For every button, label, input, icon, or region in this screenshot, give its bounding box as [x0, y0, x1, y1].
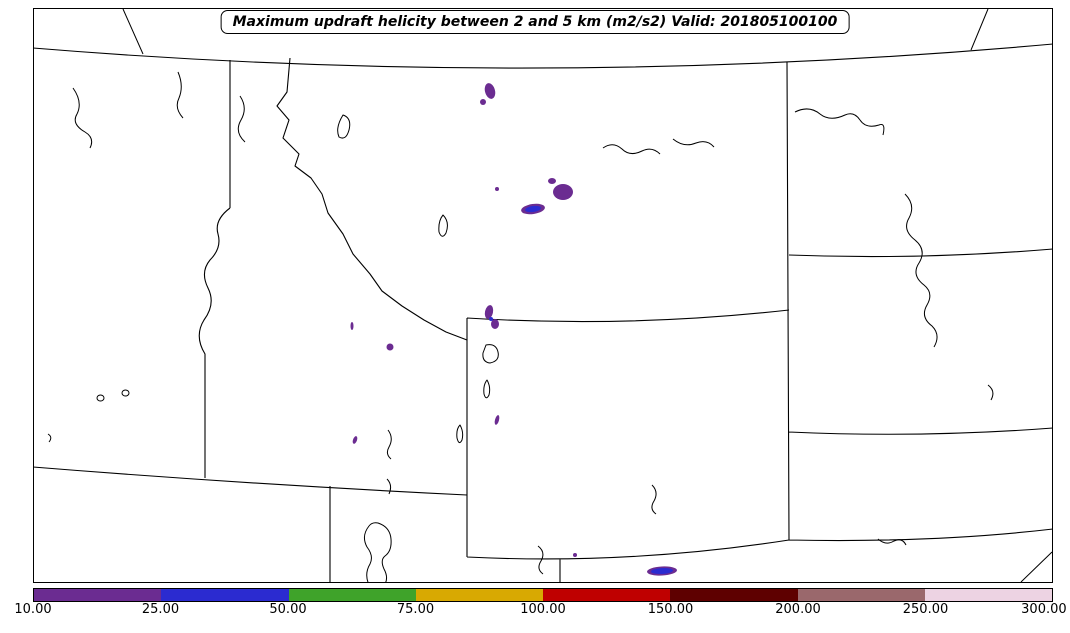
- helicity-blob: [484, 305, 494, 319]
- colorbar-segment: [924, 589, 1052, 601]
- colorbar-segment: [288, 589, 416, 601]
- helicity-blob: [548, 178, 556, 184]
- helicity-blob: [484, 83, 496, 99]
- colorbar-tick-label: 100.00: [520, 602, 566, 617]
- rivers-lakes: [47, 71, 994, 583]
- colorbar-segment: [34, 589, 162, 601]
- colorbar-segment: [415, 589, 543, 601]
- helicity-blob: [494, 415, 500, 425]
- colorbar-tick-label: 75.00: [396, 602, 435, 617]
- colorbar-tick-label: 50.00: [269, 602, 307, 617]
- colorbar-tick-label: 200.00: [775, 602, 821, 617]
- colorbar-segment: [543, 589, 671, 601]
- colorbar-segment: [797, 589, 925, 601]
- domain-boundary-corners: [122, 8, 1053, 583]
- state-borders: [33, 57, 1053, 583]
- map-frame: [33, 8, 1053, 583]
- helicity-blob: [480, 99, 486, 105]
- colorbar-tick-label: 300.00: [1021, 602, 1067, 617]
- helicity-blob: [651, 567, 673, 575]
- helicity-blob: [491, 319, 499, 329]
- colorbar-segment: [670, 589, 798, 601]
- colorbar-tick-label: 10.00: [14, 602, 52, 617]
- colorbar-tick-label: 250.00: [902, 602, 949, 617]
- plot-title: Maximum updraft helicity between 2 and 5…: [232, 14, 838, 30]
- helicity-blob: [525, 205, 541, 213]
- colorbar-tick-label: 150.00: [647, 602, 694, 617]
- colorbar: [33, 588, 1053, 602]
- helicity-blob: [352, 436, 358, 444]
- helicity-blob: [495, 187, 499, 191]
- helicity-blob: [489, 317, 493, 321]
- domain-boundary-top: [33, 43, 1053, 69]
- plot-title-box: Maximum updraft helicity between 2 and 5…: [220, 10, 850, 34]
- helicity-markers: [350, 83, 677, 576]
- colorbar-segment: [161, 589, 289, 601]
- map-canvas: [33, 8, 1053, 583]
- helicity-blob: [350, 322, 354, 330]
- helicity-blob: [553, 184, 573, 200]
- helicity-blob: [573, 553, 577, 557]
- colorbar-tick-label: 25.00: [141, 602, 180, 617]
- helicity-blob: [386, 343, 394, 351]
- colorbar-ticks: 10.00 25.00 50.00 75.00 100.00 150.00 200.00 25…: [14, 602, 1066, 622]
